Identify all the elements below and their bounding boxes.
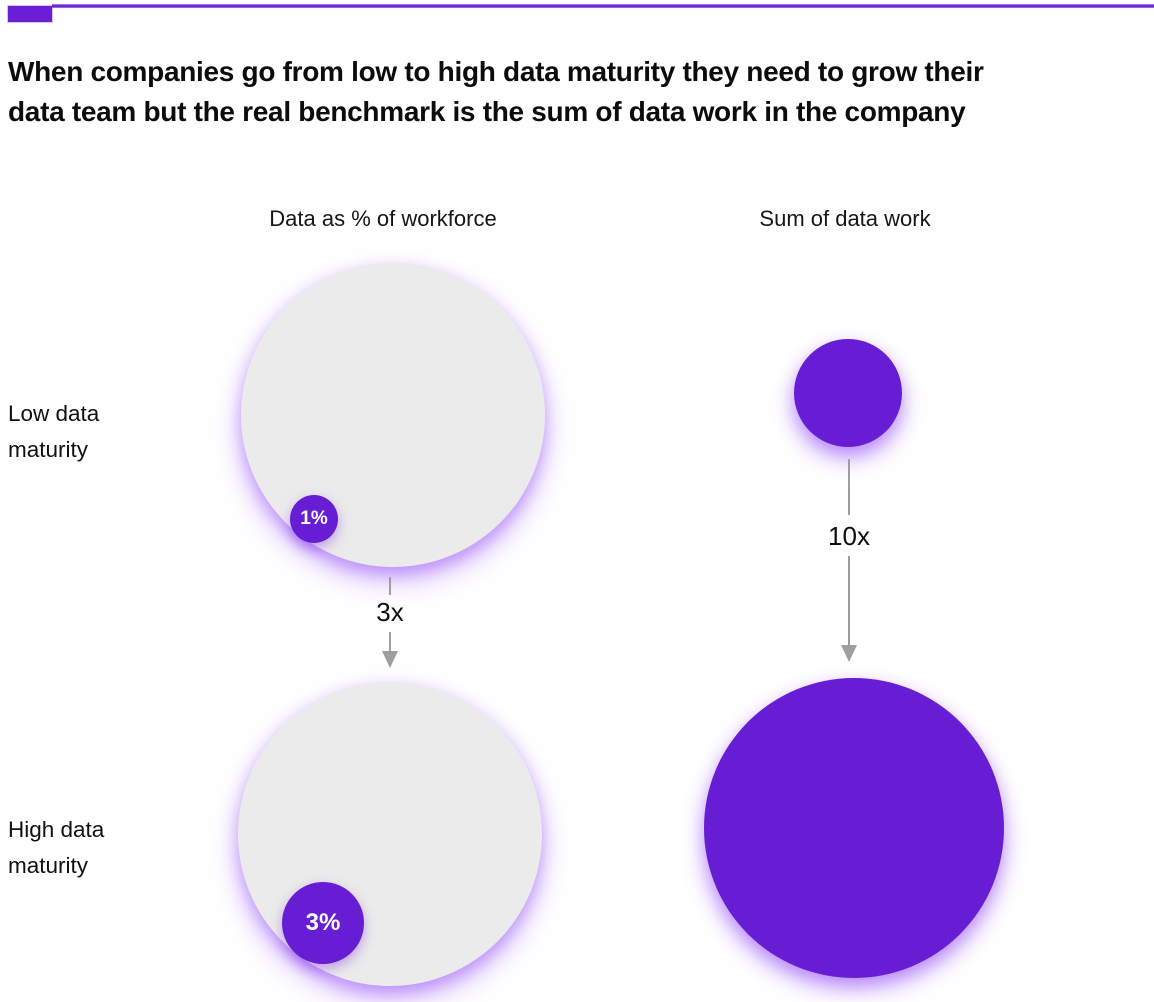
row-label-low-data-maturity: Low data maturity bbox=[8, 401, 100, 462]
accent-rule-line bbox=[52, 4, 1154, 8]
data-work-circle-high-maturity bbox=[704, 678, 1004, 978]
title-line-1: When companies go from low to high data … bbox=[8, 56, 984, 87]
workforce-circle-low-maturity: 1% bbox=[241, 263, 545, 567]
data-team-share-value-high: 3% bbox=[305, 909, 341, 936]
workforce-growth-multiplier: 3x bbox=[376, 597, 404, 627]
workforce-arrow-upper-segment bbox=[389, 577, 391, 595]
datawork-arrow-lower-segment bbox=[848, 556, 850, 647]
column-header-sum-of-data-work: Sum of data work bbox=[759, 206, 931, 231]
workforce-circle-high-maturity: 3% bbox=[238, 682, 542, 986]
title-line-2: data team but the real benchmark is the … bbox=[8, 96, 966, 127]
data-team-share-circle-high: 3% bbox=[282, 882, 364, 964]
workforce-arrowhead-down-icon bbox=[382, 651, 398, 668]
data-work-circle-low-maturity bbox=[794, 339, 902, 447]
datawork-arrowhead-down-icon bbox=[841, 645, 857, 662]
datawork-growth-multiplier: 10x bbox=[828, 521, 870, 551]
datawork-arrow-upper-segment bbox=[848, 459, 850, 515]
column-header-workforce-share: Data as % of workforce bbox=[269, 206, 497, 231]
data-team-share-circle-low: 1% bbox=[290, 495, 338, 543]
accent-rectangle bbox=[7, 5, 53, 23]
data-team-share-value-low: 1% bbox=[300, 508, 328, 529]
row-label-high-data-maturity: High data maturity bbox=[8, 817, 105, 878]
page-title: When companies go from low to high data … bbox=[8, 52, 1148, 132]
workforce-arrow-lower-segment bbox=[389, 632, 391, 653]
